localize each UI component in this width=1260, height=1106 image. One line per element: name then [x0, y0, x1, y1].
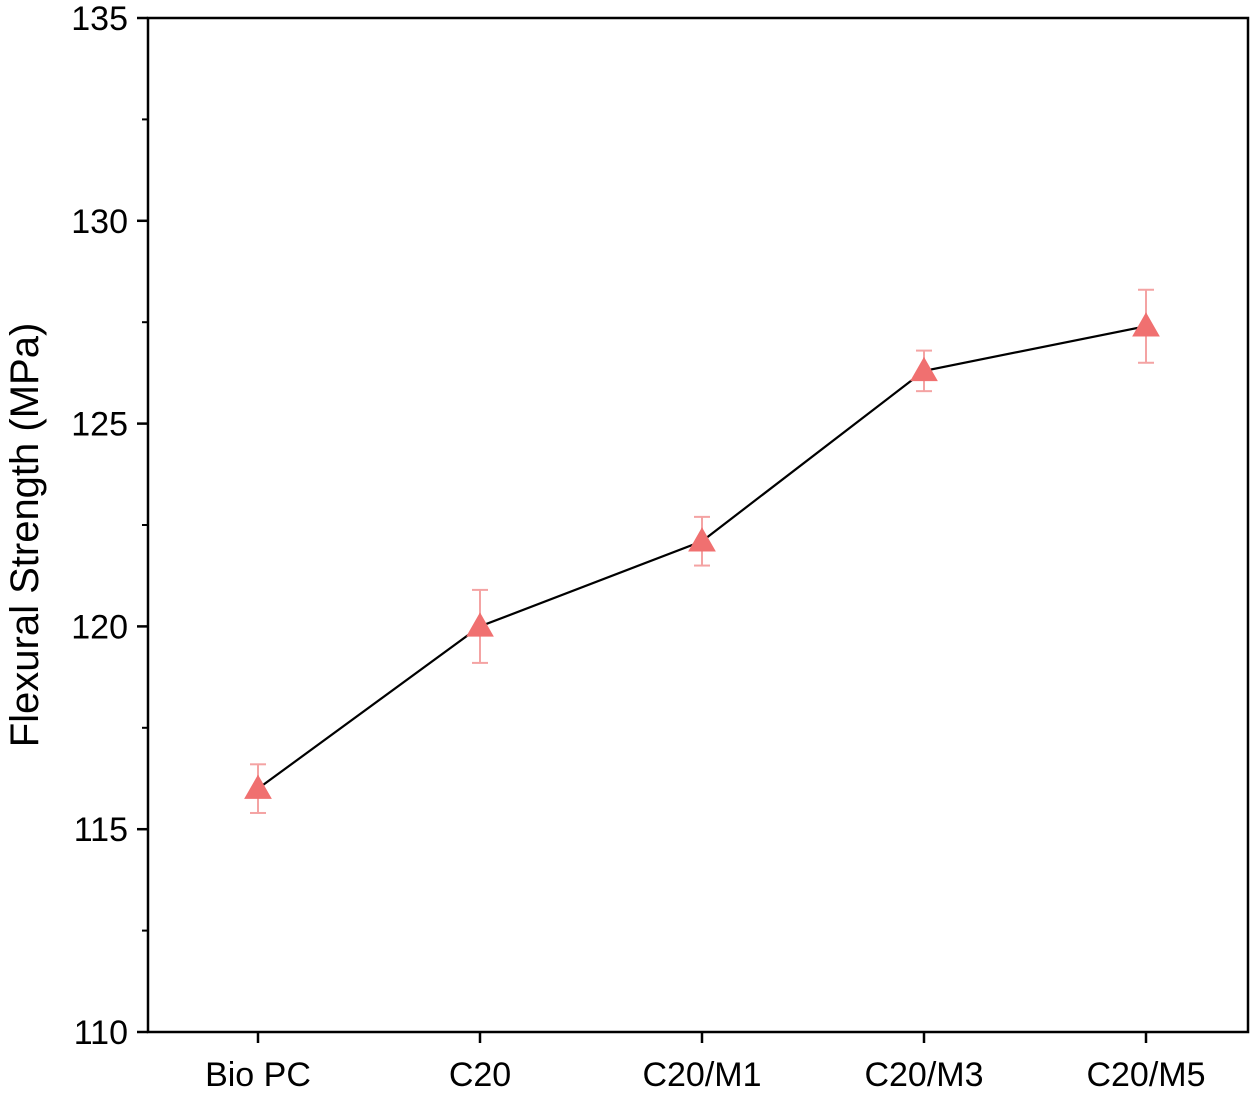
data-point-marker	[466, 612, 494, 637]
y-tick-label: 110	[74, 1014, 128, 1052]
x-tick-label: C20/M1	[642, 1056, 761, 1094]
y-tick-label: 130	[71, 203, 128, 241]
y-tick-label: 120	[71, 608, 128, 646]
y-tick-label: 115	[74, 811, 128, 849]
y-tick-label: 125	[71, 406, 128, 444]
x-tick-label: C20/M3	[864, 1056, 983, 1094]
data-point-marker	[688, 527, 716, 552]
labels-layer: 110 115 120 125 130 135 Bio PC C20 C20/M1 C20/M3 C…	[3, 0, 1206, 1094]
y-tick-label: 135	[71, 0, 128, 38]
plot-frame	[146, 16, 1250, 1034]
data-point-marker	[910, 356, 938, 382]
x-tick-label: Bio PC	[205, 1056, 311, 1094]
axes-layer	[137, 16, 1250, 1043]
y-axis-title: Flexural Strength (MPa)	[3, 323, 47, 748]
markers-layer	[244, 312, 1160, 799]
data-point-marker	[1132, 312, 1160, 337]
data-point-marker	[244, 774, 272, 799]
x-tick-label: C20	[449, 1056, 511, 1094]
x-tick-label: C20/M5	[1086, 1056, 1205, 1094]
